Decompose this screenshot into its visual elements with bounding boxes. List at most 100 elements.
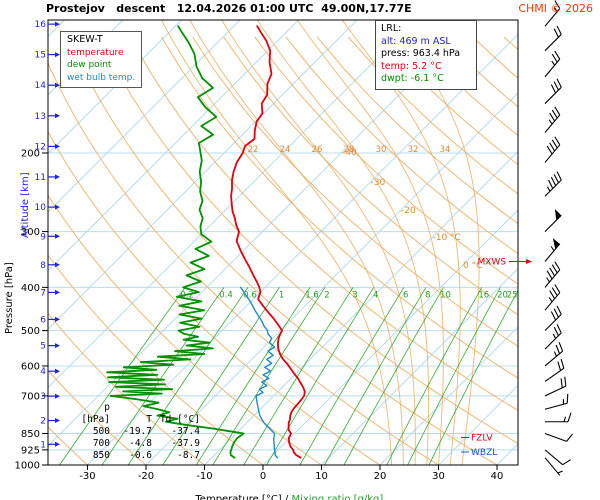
mxws-label: MXWS bbox=[477, 257, 506, 267]
dry-adiabat bbox=[129, 36, 518, 411]
legend-item-temperature: temperature bbox=[67, 47, 124, 58]
temperature-axis-label: Temperature [°C] bbox=[195, 494, 282, 500]
info-line: press: 963.4 hPa bbox=[381, 48, 461, 59]
altitude-axis-label: Altitude [km] bbox=[20, 172, 31, 238]
table-cell: -8.7 bbox=[177, 450, 200, 461]
altitude-tick-label: 10 bbox=[35, 203, 47, 213]
barb-full bbox=[549, 290, 556, 299]
wind-barb bbox=[544, 171, 562, 197]
altitude-tick-arrow bbox=[55, 82, 60, 88]
altitude-tick-arrow bbox=[55, 289, 60, 295]
isotherm-label: 0 °C bbox=[463, 261, 482, 271]
barb-full bbox=[554, 0, 561, 9]
barb-full bbox=[562, 459, 571, 466]
barb-full bbox=[566, 393, 569, 404]
info-line: dwpt: -6.1 °C bbox=[381, 73, 444, 84]
barb-half bbox=[548, 119, 553, 125]
altitude-tick-label: 6 bbox=[40, 315, 46, 325]
altitude-tick-arrow bbox=[55, 418, 60, 423]
barb-half bbox=[553, 6, 558, 12]
dry-adiabat bbox=[535, 37, 600, 474]
barb-full bbox=[546, 145, 553, 155]
barb-full bbox=[551, 139, 558, 149]
isotherm-line bbox=[262, 209, 518, 465]
pressure-tick-label: 1000 bbox=[15, 461, 40, 472]
barb-full bbox=[549, 142, 556, 152]
pressure-tick-label: 925 bbox=[21, 445, 40, 456]
barb-full bbox=[564, 376, 567, 387]
mixing-ratio-label: 6 bbox=[403, 290, 408, 300]
isotherm-line bbox=[496, 443, 518, 465]
wind-barb bbox=[544, 208, 562, 232]
table-cell: 850 bbox=[92, 450, 110, 461]
altitude-tick-label: 5 bbox=[40, 342, 46, 352]
level-data-table: p [hPa] T Td [°C] 500 -19.7 -37.4 700 -4.8 -37.9… bbox=[70, 402, 200, 462]
dry-adiabat bbox=[67, 36, 499, 465]
wind-barb bbox=[544, 432, 573, 442]
altitude-tick-arrow bbox=[55, 233, 60, 239]
info-lines: alt: 469 m ASL press: 963.4 hPa temp: 5.2 … bbox=[381, 36, 471, 86]
mixing-ratio-line bbox=[162, 287, 280, 465]
barb-full bbox=[548, 179, 554, 189]
altitude-tick-arrow bbox=[55, 262, 60, 268]
barb-full bbox=[549, 112, 556, 122]
mixing-ratio-line bbox=[407, 287, 501, 465]
barb-half bbox=[550, 246, 555, 252]
barb-full bbox=[556, 78, 562, 88]
isotherm-line bbox=[438, 384, 518, 465]
barb-full bbox=[554, 284, 561, 293]
temp-tick-label: -30 bbox=[79, 471, 95, 482]
barb-full bbox=[555, 344, 561, 354]
moist-adiabat bbox=[391, 20, 480, 465]
barb-full bbox=[566, 433, 573, 442]
dry-adiabat bbox=[410, 36, 518, 137]
barb-full bbox=[560, 359, 565, 369]
table-cell: -19.7 bbox=[123, 426, 152, 437]
isotherm-line bbox=[379, 326, 518, 465]
barb-pennant bbox=[554, 208, 562, 221]
table-cell: -37.9 bbox=[171, 438, 200, 449]
x-axis-caption: Temperature [°C] / Mixing ratio [g/kg] bbox=[48, 483, 518, 500]
barb-half bbox=[546, 277, 550, 283]
temp-tick-label: 40 bbox=[491, 471, 504, 482]
temperature-curve bbox=[230, 25, 306, 459]
pressure-tick-label: 200 bbox=[21, 148, 40, 159]
barb-half bbox=[552, 333, 557, 339]
isotherm-label: -10 °C bbox=[433, 233, 461, 243]
wind-barb bbox=[544, 393, 569, 410]
table-row: 500 -19.7 -37.4 bbox=[70, 426, 200, 438]
mixing-ratio-line bbox=[428, 289, 518, 465]
axis-separator: / bbox=[281, 494, 292, 500]
wind-barb bbox=[544, 106, 561, 133]
altitude-tick-arrow bbox=[55, 441, 60, 447]
pressure-tick-label: 300 bbox=[21, 227, 40, 238]
temp-tick-label: 10 bbox=[315, 471, 328, 482]
info-line: temp: 5.2 °C bbox=[381, 60, 442, 72]
altitude-tick-label: 11 bbox=[35, 173, 46, 183]
dry-adiabat bbox=[161, 36, 518, 379]
legend-box: SKEW-T temperature dew point wet bulb temp… bbox=[60, 31, 143, 88]
wind-barb bbox=[544, 376, 567, 397]
wind-barb bbox=[544, 324, 562, 350]
wind-barb bbox=[544, 342, 564, 367]
adiabat-row-label: 32 bbox=[408, 145, 419, 155]
mixing-ratio-label: 20 bbox=[497, 290, 508, 300]
barb-full bbox=[553, 28, 559, 38]
dry-adiabat bbox=[48, 369, 147, 465]
barb-staff bbox=[544, 449, 563, 466]
altitude-tick-label: 2 bbox=[40, 417, 46, 427]
barb-full bbox=[557, 361, 562, 371]
profiles-layer bbox=[106, 25, 306, 459]
mixing-ratio-line bbox=[386, 287, 483, 465]
table-cell: 700 bbox=[92, 438, 110, 449]
dry-adiabat bbox=[48, 426, 89, 465]
pressure-tick-label: 700 bbox=[21, 391, 40, 402]
wind-barb bbox=[544, 25, 562, 52]
dry-adiabat bbox=[98, 36, 518, 445]
altitude-tick-arrow bbox=[55, 143, 60, 149]
mixing-ratio-label: 10 bbox=[440, 290, 451, 300]
barb-full bbox=[554, 261, 561, 271]
isotherm-line bbox=[145, 92, 518, 465]
dry-adiabat bbox=[379, 36, 518, 166]
